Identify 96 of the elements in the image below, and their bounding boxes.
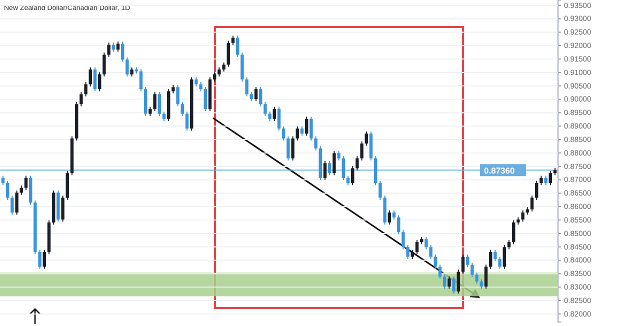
candlestick <box>158 92 162 116</box>
candlestick <box>107 42 110 58</box>
candlestick <box>442 274 446 290</box>
candlestick <box>80 92 83 107</box>
candlestick <box>360 140 364 161</box>
candlestick <box>236 35 240 58</box>
candlestick <box>24 175 28 190</box>
candlestick <box>300 126 304 136</box>
candlestick <box>448 276 451 290</box>
candlestick <box>328 160 332 176</box>
candlestick <box>466 254 470 268</box>
candlestick <box>507 239 511 250</box>
candlestick <box>332 150 336 176</box>
candlestick <box>222 62 226 72</box>
candlestick <box>337 150 340 161</box>
candlestick <box>10 195 14 216</box>
candlestick <box>84 82 88 97</box>
candlestick <box>148 106 152 116</box>
candlestick <box>429 244 432 260</box>
candlestick <box>512 220 516 245</box>
candlestick <box>126 56 129 77</box>
candlestick <box>540 175 543 186</box>
candlestick <box>120 41 124 62</box>
candlestick <box>245 76 248 97</box>
candlestick <box>1 175 5 186</box>
candlestick <box>438 264 442 280</box>
candlestick <box>139 68 143 92</box>
candlestick <box>98 72 102 92</box>
candlestick <box>254 86 258 102</box>
candlestick <box>452 276 456 294</box>
candlestick <box>396 214 400 235</box>
candlestick <box>410 249 414 260</box>
candlestick <box>42 249 46 270</box>
candlestick <box>93 66 97 92</box>
candlestick <box>130 66 134 77</box>
candlestick <box>6 180 10 200</box>
candlestick <box>489 249 492 270</box>
candlestick <box>162 111 166 122</box>
candlestick <box>498 256 502 270</box>
candlestick <box>502 244 506 270</box>
candlestick <box>456 269 460 294</box>
candlestick <box>180 101 184 116</box>
candlestick <box>226 40 230 68</box>
candlestick <box>250 92 254 102</box>
candlestick <box>218 66 221 77</box>
candlestick <box>535 180 538 200</box>
candlestick <box>548 170 552 186</box>
candlestick <box>185 111 189 132</box>
candlestick <box>116 41 120 52</box>
candlestick <box>264 101 267 116</box>
candlestick <box>194 76 198 87</box>
candlestick <box>304 116 308 136</box>
candlestick <box>15 190 18 216</box>
candlestick <box>356 156 359 171</box>
candlestick <box>378 180 382 200</box>
candlestick <box>204 86 208 112</box>
candlestick <box>415 239 419 255</box>
candlestick <box>199 82 202 92</box>
candlestick <box>480 278 484 290</box>
candlestick <box>402 229 405 250</box>
candlestick <box>272 106 276 122</box>
candlestick <box>212 72 216 82</box>
candlestick <box>323 160 327 181</box>
candlestick <box>102 52 106 77</box>
candlestick <box>424 236 428 250</box>
candlestick <box>277 106 281 132</box>
candlestick <box>544 175 548 186</box>
candlestick <box>475 272 478 284</box>
candlestick <box>310 116 313 142</box>
candlestick <box>268 111 272 122</box>
candlestick <box>392 210 396 220</box>
candlestick <box>484 264 488 290</box>
candlestick <box>470 262 474 278</box>
candlestick <box>388 210 392 226</box>
candlestick <box>153 92 156 112</box>
ref-line-label: 0.87360 <box>484 166 515 176</box>
candlestick <box>461 254 465 274</box>
candlestick <box>231 35 235 46</box>
candlestick <box>176 84 180 107</box>
candlestick <box>494 249 497 262</box>
candlestick <box>342 156 346 181</box>
candlestick <box>521 210 524 222</box>
candlestick <box>286 136 290 161</box>
candlestick <box>291 136 294 161</box>
candlestick <box>296 126 300 142</box>
candlestick <box>350 166 354 186</box>
candlestick <box>530 195 534 212</box>
candlestick <box>61 195 64 222</box>
candlestick <box>364 130 368 146</box>
candlestick <box>258 86 262 107</box>
candlestick <box>282 126 286 142</box>
candlestick <box>406 244 410 260</box>
candlestick <box>38 249 42 270</box>
candlestick <box>346 175 350 186</box>
candlestick <box>314 136 318 152</box>
candlestick <box>88 66 92 87</box>
